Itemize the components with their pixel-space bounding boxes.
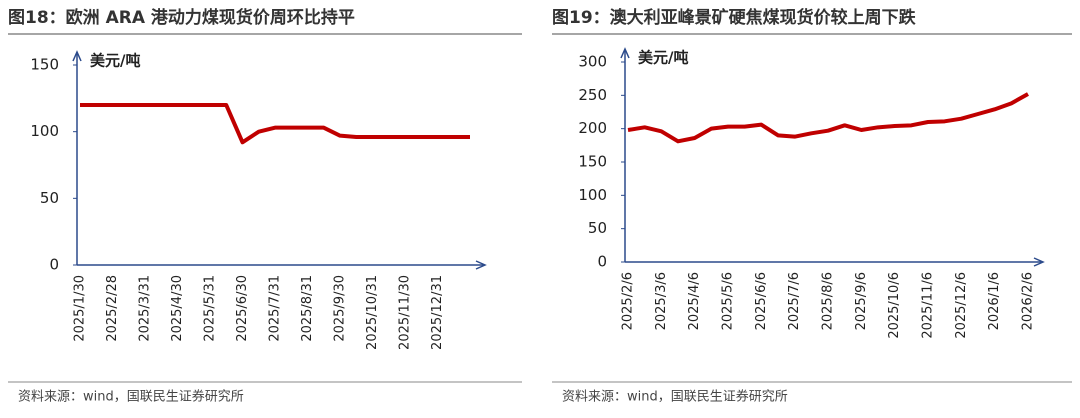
x-tick-label: 2025/2/6 <box>621 272 636 330</box>
x-tick-label: 2025/7/31 <box>268 275 283 342</box>
y-tick-label: 250 <box>578 86 607 104</box>
y-tick-label: 0 <box>49 256 59 274</box>
x-tick-label: 2025/3/31 <box>138 275 153 342</box>
y-tick-label: 200 <box>578 119 607 137</box>
x-tick-label: 2025/4/6 <box>687 272 702 330</box>
x-tick-label: 2025/5/6 <box>721 272 736 330</box>
y-tick-label: 150 <box>30 56 59 74</box>
y-tick-label: 100 <box>578 186 607 204</box>
x-tick-label: 2025/8/6 <box>821 272 836 330</box>
x-tick-label: 2025/9/30 <box>333 275 348 342</box>
series-line <box>80 103 470 145</box>
x-tick-label: 2025/6/6 <box>754 272 769 330</box>
x-tick-label: 2025/1/30 <box>73 275 88 342</box>
x-tick-label: 2025/12/31 <box>430 275 445 350</box>
x-arrow <box>475 260 487 270</box>
y-tick-label: 100 <box>30 122 59 140</box>
chart-title: 图19：澳大利亚峰景矿硬焦煤现货价较上周下跌 <box>552 7 917 28</box>
x-tick-label: 2025/8/31 <box>300 275 315 342</box>
y-axis-label: 美元/吨 <box>638 49 688 67</box>
x-tick-label: 2025/10/6 <box>887 272 902 339</box>
y-tick-label: 50 <box>588 219 607 237</box>
x-tick-label: 2025/9/6 <box>854 272 869 330</box>
x-tick-label: 2025/11/30 <box>398 275 413 350</box>
y-tick-label: 300 <box>578 53 607 71</box>
y-arrow <box>72 50 82 62</box>
y-tick-label: 150 <box>578 153 607 171</box>
x-tick-label: 2025/6/30 <box>235 275 250 342</box>
series-line <box>627 92 1029 144</box>
x-tick-label: 2025/10/31 <box>365 275 380 350</box>
x-tick-label: 2025/5/31 <box>203 275 218 342</box>
x-tick-label: 2025/7/6 <box>787 272 802 330</box>
chart-title: 图18：欧洲 ARA 港动力煤现货价周环比持平 <box>8 7 355 28</box>
source: 资料来源：wind，国联民生证券研究所 <box>18 389 244 405</box>
y-arrow <box>620 47 630 59</box>
x-tick-label: 2026/2/6 <box>1021 272 1036 330</box>
source: 资料来源：wind，国联民生证券研究所 <box>562 389 788 405</box>
x-tick-label: 2025/3/6 <box>654 272 669 330</box>
x-arrow <box>1033 257 1045 267</box>
x-tick-label: 2025/12/6 <box>954 272 969 339</box>
y-axis-label: 美元/吨 <box>90 52 140 70</box>
x-tick-label: 2025/4/30 <box>170 275 185 342</box>
x-tick-label: 2025/2/28 <box>105 275 120 342</box>
y-tick-label: 0 <box>597 253 607 271</box>
y-tick-label: 50 <box>40 189 59 207</box>
x-tick-label: 2026/1/6 <box>987 272 1002 330</box>
x-tick-label: 2025/11/6 <box>921 272 936 339</box>
